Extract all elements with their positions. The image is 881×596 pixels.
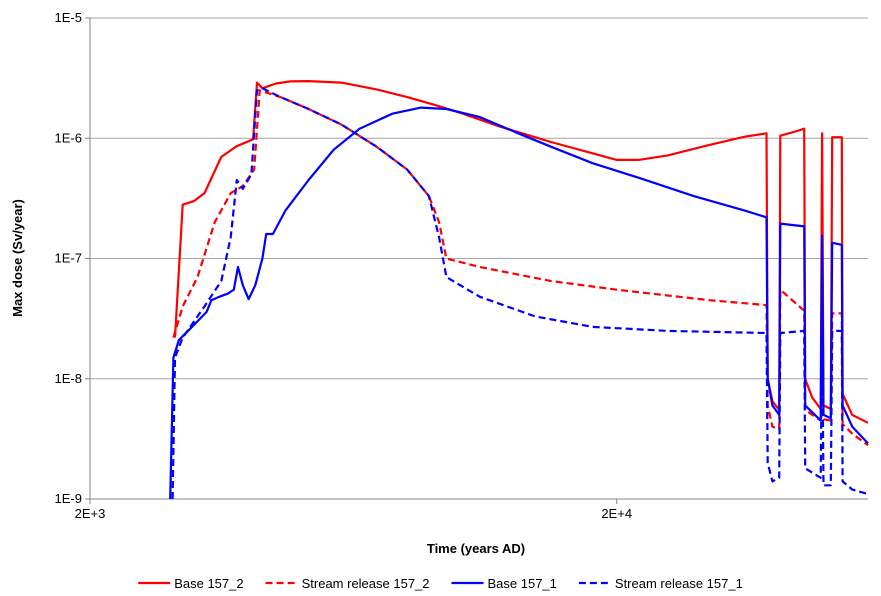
y-axis-title: Max dose (Sv/year) xyxy=(10,199,25,317)
y-tick-label: 1E-6 xyxy=(55,130,82,145)
x-tick-label: 2E+4 xyxy=(601,506,632,521)
y-tick-label: 1E-8 xyxy=(55,371,82,386)
series-line-stream-release-157-2 xyxy=(172,89,869,447)
tick-labels: 1E-9 1E-8 1E-7 1E-6 1E-5 2E+3 2E+4 xyxy=(55,10,633,521)
legend-item-base-157-2: Base 157_2 xyxy=(138,576,244,591)
legend: Base 157_2 Stream release 157_2 Base 157_1… xyxy=(138,576,743,591)
legend-label: Stream release 157_2 xyxy=(302,576,430,591)
y-tick-label: 1E-9 xyxy=(55,491,82,506)
legend-item-base-157-1: Base 157_1 xyxy=(451,576,557,591)
series-line-base-157-2 xyxy=(173,79,869,424)
y-tick-label: 1E-5 xyxy=(55,10,82,25)
gridlines xyxy=(90,17,868,380)
legend-label: Base 157_1 xyxy=(488,576,557,591)
y-tick-label: 1E-7 xyxy=(55,251,82,266)
axes xyxy=(85,17,868,504)
legend-item-stream-release-157-1: Stream release 157_1 xyxy=(578,576,743,591)
series-line-stream-release-157-1 xyxy=(171,87,869,500)
legend-item-stream-release-157-2: Stream release 157_2 xyxy=(265,576,430,591)
series-line-base-157-1 xyxy=(169,106,869,500)
x-axis-title: Time (years AD) xyxy=(427,541,525,556)
legend-label: Base 157_2 xyxy=(174,576,243,591)
series-lines xyxy=(169,79,869,500)
legend-label: Stream release 157_1 xyxy=(615,576,743,591)
x-tick-label: 2E+3 xyxy=(75,506,106,521)
